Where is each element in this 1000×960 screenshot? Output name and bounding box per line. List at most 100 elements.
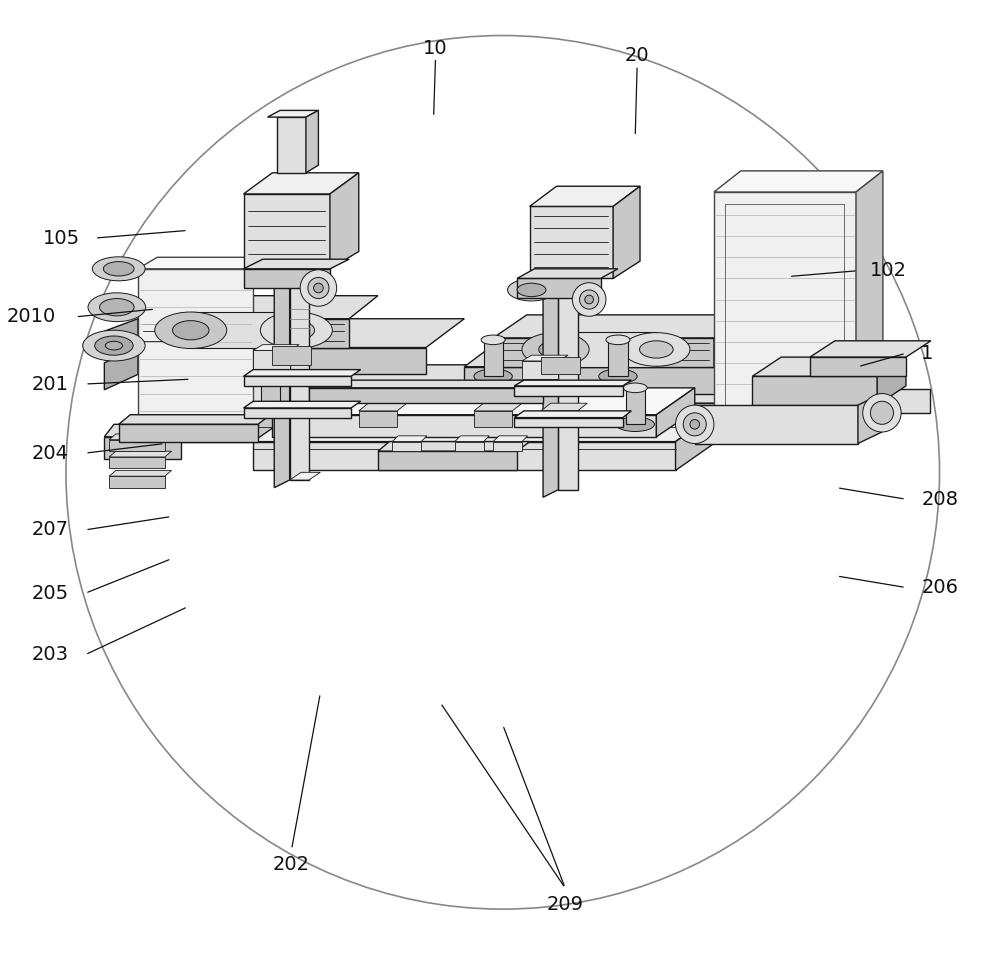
Polygon shape <box>104 348 138 390</box>
Polygon shape <box>119 424 258 442</box>
Polygon shape <box>543 278 558 497</box>
Text: 209: 209 <box>547 895 584 914</box>
Polygon shape <box>810 357 906 376</box>
Polygon shape <box>877 357 906 405</box>
Polygon shape <box>244 259 349 269</box>
Polygon shape <box>392 436 427 442</box>
Polygon shape <box>138 319 464 348</box>
Polygon shape <box>253 415 714 442</box>
Polygon shape <box>530 206 613 278</box>
Ellipse shape <box>863 394 901 432</box>
Ellipse shape <box>517 283 546 297</box>
Text: 20: 20 <box>625 46 649 65</box>
Polygon shape <box>514 386 623 396</box>
Polygon shape <box>133 403 172 461</box>
Text: 204: 204 <box>32 444 69 463</box>
Ellipse shape <box>690 420 700 429</box>
Ellipse shape <box>572 283 606 317</box>
Ellipse shape <box>172 321 209 340</box>
Ellipse shape <box>260 312 332 348</box>
Polygon shape <box>359 403 407 411</box>
Polygon shape <box>109 476 165 488</box>
Polygon shape <box>676 415 714 470</box>
Polygon shape <box>172 365 882 403</box>
Polygon shape <box>543 271 578 278</box>
Polygon shape <box>244 401 361 408</box>
Polygon shape <box>274 261 309 269</box>
Polygon shape <box>464 338 791 367</box>
Ellipse shape <box>683 413 706 436</box>
Ellipse shape <box>155 312 227 348</box>
Polygon shape <box>244 173 359 194</box>
Ellipse shape <box>88 293 146 322</box>
Ellipse shape <box>522 332 589 366</box>
Polygon shape <box>695 405 858 444</box>
Text: 207: 207 <box>32 520 69 540</box>
Polygon shape <box>541 411 578 427</box>
Polygon shape <box>119 415 270 424</box>
Polygon shape <box>834 389 930 413</box>
Polygon shape <box>514 418 623 427</box>
Ellipse shape <box>599 370 637 384</box>
Ellipse shape <box>103 262 134 276</box>
Polygon shape <box>272 415 656 437</box>
Ellipse shape <box>258 370 282 379</box>
Polygon shape <box>522 355 568 361</box>
Polygon shape <box>191 312 296 348</box>
Ellipse shape <box>314 283 323 293</box>
Polygon shape <box>172 403 834 442</box>
Polygon shape <box>138 257 272 269</box>
Text: 203: 203 <box>32 645 69 664</box>
Text: 102: 102 <box>869 261 906 280</box>
Polygon shape <box>517 278 601 298</box>
Text: 205: 205 <box>32 584 69 603</box>
Polygon shape <box>244 194 330 269</box>
Polygon shape <box>541 357 580 374</box>
Polygon shape <box>608 340 628 376</box>
Polygon shape <box>290 269 309 480</box>
Ellipse shape <box>616 417 654 432</box>
Ellipse shape <box>300 270 337 306</box>
Polygon shape <box>253 442 676 470</box>
Polygon shape <box>261 374 280 411</box>
Polygon shape <box>244 269 330 288</box>
Polygon shape <box>138 269 253 422</box>
Ellipse shape <box>508 279 556 301</box>
Polygon shape <box>474 411 512 427</box>
Polygon shape <box>272 388 695 415</box>
Text: 105: 105 <box>43 228 80 248</box>
Polygon shape <box>530 186 640 206</box>
Text: 10: 10 <box>423 38 448 58</box>
Polygon shape <box>656 388 695 437</box>
Ellipse shape <box>308 277 329 299</box>
Polygon shape <box>392 442 421 451</box>
Polygon shape <box>109 451 172 457</box>
Polygon shape <box>306 110 318 173</box>
Ellipse shape <box>474 370 512 384</box>
Polygon shape <box>378 442 530 451</box>
Ellipse shape <box>623 332 690 366</box>
Polygon shape <box>244 408 351 418</box>
Text: 1: 1 <box>921 344 934 363</box>
Ellipse shape <box>585 296 593 304</box>
Ellipse shape <box>251 403 290 419</box>
Polygon shape <box>309 380 556 388</box>
Ellipse shape <box>100 299 134 316</box>
Text: 202: 202 <box>273 854 310 874</box>
Text: 206: 206 <box>921 578 958 597</box>
Polygon shape <box>714 192 856 422</box>
Polygon shape <box>330 173 359 269</box>
Ellipse shape <box>92 257 145 281</box>
Polygon shape <box>138 348 426 374</box>
Polygon shape <box>752 376 877 405</box>
Polygon shape <box>253 350 290 369</box>
Polygon shape <box>290 472 320 480</box>
Polygon shape <box>359 411 397 427</box>
Polygon shape <box>613 186 640 278</box>
Polygon shape <box>464 367 752 394</box>
Polygon shape <box>493 338 714 367</box>
Ellipse shape <box>83 330 145 361</box>
Polygon shape <box>272 346 311 365</box>
Ellipse shape <box>676 405 714 444</box>
Polygon shape <box>522 361 558 379</box>
